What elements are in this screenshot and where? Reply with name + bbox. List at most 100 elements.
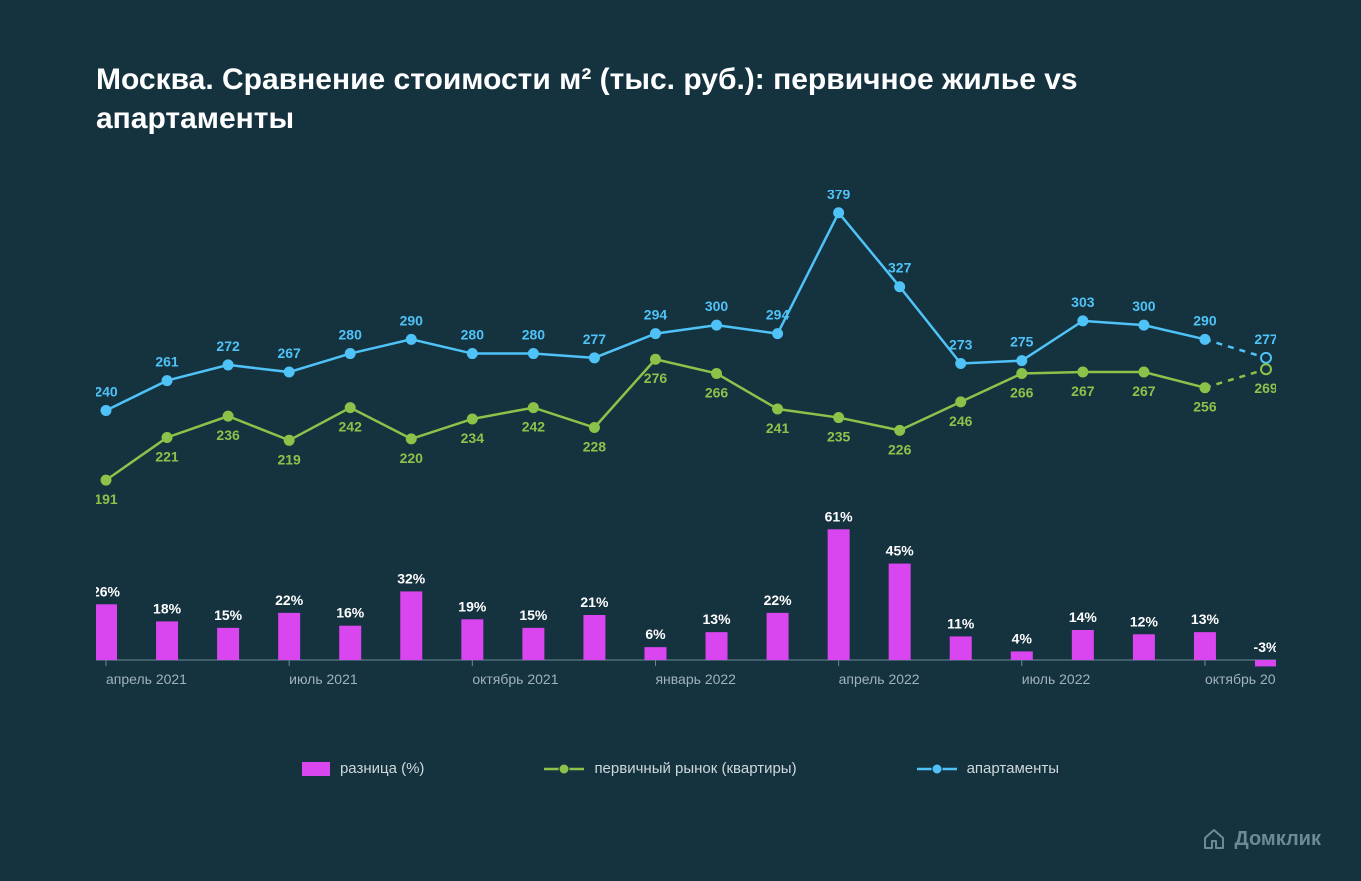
- apr-value-label: 267: [277, 345, 301, 361]
- apr-value-label: 327: [888, 260, 912, 276]
- apr-marker: [1139, 320, 1149, 330]
- diff-bar: [583, 615, 605, 660]
- apr-value-label: 280: [461, 327, 485, 343]
- legend-swatch-primary: [544, 762, 584, 776]
- diff-bar: [339, 626, 361, 660]
- apr-value-label: 290: [1193, 312, 1217, 328]
- apr-marker: [1017, 356, 1027, 366]
- apr-value-label: 379: [827, 190, 851, 202]
- apr-value-label: 280: [339, 327, 363, 343]
- prim-value-label: 221: [155, 448, 179, 464]
- apr-marker: [773, 329, 783, 339]
- legend-label-bar: разница (%): [340, 760, 425, 777]
- diff-label: 12%: [1130, 613, 1159, 629]
- apr-value-label: 261: [155, 354, 179, 370]
- diff-label: 11%: [947, 615, 975, 631]
- legend-item-apartments: апартаменты: [917, 760, 1059, 777]
- diff-label: 6%: [645, 626, 666, 642]
- apr-marker: [528, 349, 538, 359]
- diff-label: 45%: [886, 543, 915, 559]
- prim-value-label: 267: [1132, 383, 1156, 399]
- diff-bar: [278, 613, 300, 660]
- diff-bar: [461, 619, 483, 660]
- diff-label: 22%: [764, 592, 793, 608]
- x-axis-label: июль 2021: [289, 671, 358, 687]
- apr-marker: [1200, 334, 1210, 344]
- x-axis-label: апрель 2022: [839, 671, 920, 687]
- prim-value-label: 228: [583, 439, 607, 455]
- prim-marker: [712, 368, 722, 378]
- brand-text: Домклик: [1234, 828, 1321, 851]
- diff-bar: [828, 529, 850, 660]
- apr-marker: [162, 376, 172, 386]
- prim-marker: [773, 404, 783, 414]
- prim-value-label: 256: [1193, 399, 1217, 415]
- diff-label: 21%: [580, 594, 609, 610]
- apr-marker: [834, 208, 844, 218]
- diff-label: 13%: [703, 611, 732, 627]
- prim-value-label: 266: [705, 384, 729, 400]
- diff-bar: [644, 647, 666, 660]
- diff-bar: [1011, 651, 1033, 660]
- apr-marker: [712, 320, 722, 330]
- prim-marker: [589, 423, 599, 433]
- apr-marker: [467, 349, 477, 359]
- diff-bar: [156, 621, 178, 660]
- apr-marker: [650, 329, 660, 339]
- prim-value-label: 234: [461, 430, 485, 446]
- prim-marker: [834, 413, 844, 423]
- prim-value-label: 220: [400, 450, 424, 466]
- apr-value-label: 273: [949, 337, 973, 353]
- diff-label: 13%: [1191, 611, 1220, 627]
- diff-bar: [1133, 634, 1155, 660]
- diff-bar: [1072, 630, 1094, 660]
- x-axis-label: июль 2022: [1022, 671, 1091, 687]
- apr-value-label: 294: [766, 307, 790, 323]
- prim-value-label: 242: [522, 419, 546, 435]
- prim-value-label: 267: [1071, 383, 1095, 399]
- diff-label: 32%: [397, 570, 426, 586]
- diff-label: 61%: [825, 508, 854, 524]
- chart-title: Москва. Сравнение стоимости м² (тыс. руб…: [96, 60, 1196, 138]
- diff-label: 15%: [214, 607, 243, 623]
- prim-marker: [223, 411, 233, 421]
- legend-item-bar: разница (%): [302, 760, 425, 777]
- prim-marker: [895, 425, 905, 435]
- prim-value-label: 235: [827, 429, 851, 445]
- apr-marker: [895, 282, 905, 292]
- apr-value-label: 300: [705, 298, 729, 314]
- apr-value-label: 280: [522, 327, 546, 343]
- prim-value-label: 191: [96, 491, 118, 507]
- diff-bar: [217, 628, 239, 660]
- prim-value-label: 242: [339, 419, 363, 435]
- prim-marker: [345, 403, 355, 413]
- apr-value-label: 277: [1254, 331, 1276, 347]
- apr-value-label: 275: [1010, 334, 1034, 350]
- prim-marker: [1078, 367, 1088, 377]
- apr-value-label: 294: [644, 307, 668, 323]
- prim-marker: [284, 435, 294, 445]
- diff-bar: [706, 632, 728, 660]
- apr-marker: [956, 359, 966, 369]
- prim-value-label: 246: [949, 413, 973, 429]
- prim-marker: [467, 414, 477, 424]
- apr-marker: [406, 334, 416, 344]
- diff-bar: [96, 604, 117, 660]
- diff-bar: [950, 636, 972, 660]
- prim-value-label: 236: [216, 427, 240, 443]
- diff-bar: [889, 564, 911, 660]
- diff-bar: [400, 591, 422, 660]
- diff-bar: [767, 613, 789, 660]
- prim-marker: [1139, 367, 1149, 377]
- brand-logo: Домклик: [1202, 827, 1321, 851]
- apr-value-label: 303: [1071, 294, 1095, 310]
- prim-marker: [1261, 364, 1271, 374]
- legend-swatch-bar: [302, 762, 330, 776]
- prim-marker: [956, 397, 966, 407]
- prim-value-label: 276: [644, 370, 668, 386]
- legend-item-primary: первичный рынок (квартиры): [544, 760, 796, 777]
- apr-marker: [223, 360, 233, 370]
- prim-marker: [528, 403, 538, 413]
- diff-label: 19%: [458, 598, 487, 614]
- diff-bar: [1194, 632, 1216, 660]
